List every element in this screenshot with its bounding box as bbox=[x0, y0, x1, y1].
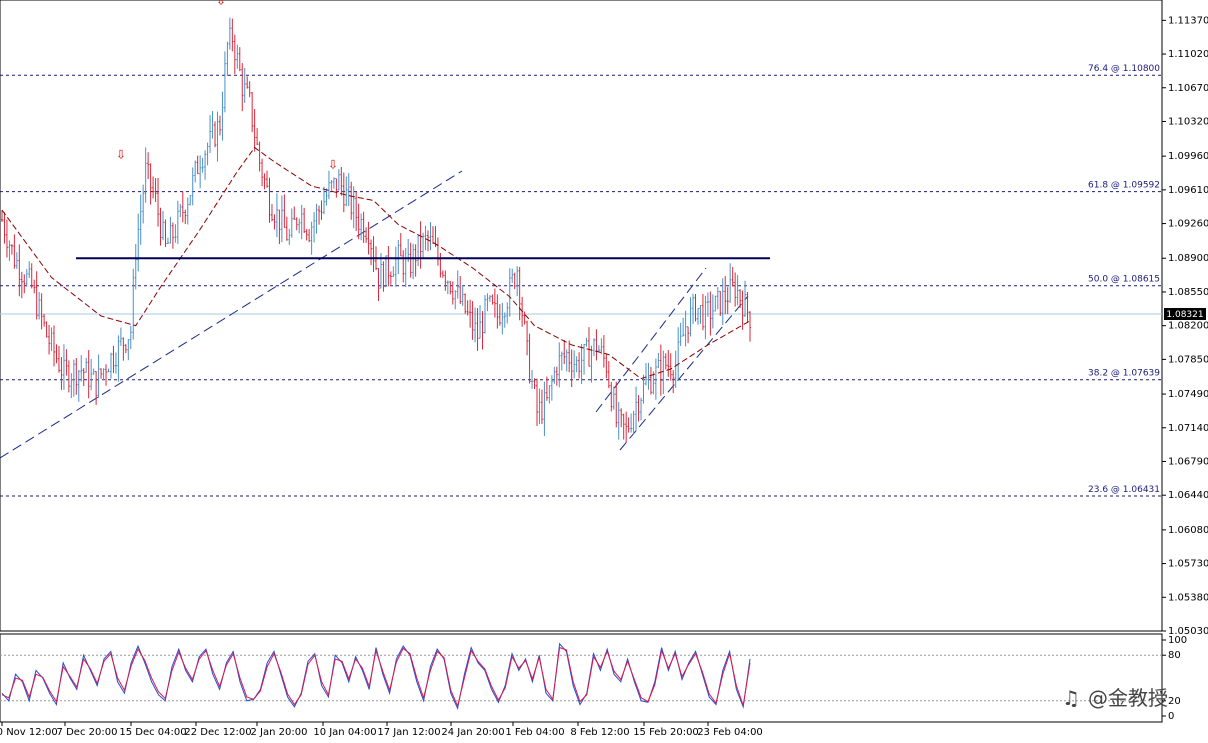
price-tick-label: 1.10320 bbox=[1168, 116, 1208, 127]
time-tick-label: 22 Dec 12:00 bbox=[184, 727, 251, 738]
price-tick-label: 1.08550 bbox=[1168, 287, 1208, 298]
oscillator-tick-label: 20 bbox=[1168, 696, 1181, 707]
price-tick-label: 1.09260 bbox=[1168, 219, 1208, 230]
price-tick-label: 1.08200 bbox=[1168, 321, 1208, 332]
down-arrow-icon: ⇩ bbox=[116, 148, 126, 162]
price-tick-label: 1.11370 bbox=[1168, 15, 1208, 26]
price-tick-label: 1.10670 bbox=[1168, 83, 1208, 94]
channel-upper-line bbox=[595, 267, 707, 413]
down-arrow-icon: ⇩ bbox=[216, 0, 226, 8]
oscillator-signal-line bbox=[1, 646, 751, 708]
price-tick-label: 1.09960 bbox=[1168, 151, 1208, 162]
price-tick-label: 1.11020 bbox=[1168, 49, 1208, 60]
price-tick-label: 1.07850 bbox=[1168, 354, 1208, 365]
watermark-text: @金教授 bbox=[1088, 686, 1168, 710]
current-price-box: 1.08321 bbox=[1164, 308, 1206, 321]
trend-lines bbox=[0, 170, 749, 459]
oscillator-tick-label: 100 bbox=[1168, 635, 1187, 646]
fib-level-label: 50.0 @ 1.08615 bbox=[1088, 275, 1160, 285]
time-tick-label: 17 Jan 12:00 bbox=[377, 727, 440, 738]
fib-level-label: 76.4 @ 1.10800 bbox=[1088, 64, 1160, 74]
fib-level-label: 23.6 @ 1.06431 bbox=[1088, 485, 1160, 495]
time-tick-label: 15 Feb 20:00 bbox=[633, 727, 699, 738]
time-tick-label: 7 Dec 20:00 bbox=[57, 727, 118, 738]
price-tick-label: 1.06080 bbox=[1168, 525, 1208, 536]
price-tick-label: 1.07140 bbox=[1168, 423, 1208, 434]
time-tick-label: 24 Jan 20:00 bbox=[441, 727, 504, 738]
time-tick-label: 8 Feb 12:00 bbox=[570, 727, 629, 738]
price-tick-label: 1.09610 bbox=[1168, 185, 1208, 196]
candles bbox=[1, 17, 751, 443]
price-tick-label: 1.08900 bbox=[1168, 253, 1208, 264]
oscillator-axis: 100 80 20 0 bbox=[1162, 635, 1187, 722]
time-tick-label: 23 Feb 04:00 bbox=[697, 727, 763, 738]
fib-level-label: 61.8 @ 1.09592 bbox=[1088, 181, 1160, 191]
down-arrow-icon: ⇩ bbox=[328, 157, 338, 171]
watermark: ♫ @金教授 bbox=[1062, 686, 1168, 710]
time-tick-label: 2 Jan 20:00 bbox=[251, 727, 308, 738]
channel-lower-line bbox=[619, 295, 749, 451]
moving-average-line bbox=[1, 146, 751, 380]
main-plot-frame bbox=[0, 0, 1163, 632]
main-panel: 76.4 @ 1.10800 61.8 @ 1.09592 50.0 @ 1.086… bbox=[0, 0, 1163, 632]
price-axis: 1.11370 1.11020 1.10670 1.10320 1.09960 1.096… bbox=[1162, 15, 1208, 637]
fib-level-label: 38.2 @ 1.07639 bbox=[1088, 369, 1160, 379]
fib-levels: 76.4 @ 1.10800 61.8 @ 1.09592 50.0 @ 1.086… bbox=[0, 64, 1162, 497]
price-tick-label: 1.05030 bbox=[1168, 626, 1208, 637]
time-tick-label: 10 Jan 04:00 bbox=[313, 727, 376, 738]
price-tick-label: 1.06440 bbox=[1168, 490, 1208, 501]
watermark-logo-icon: ♫ bbox=[1062, 686, 1080, 710]
price-tick-label: 1.05730 bbox=[1168, 559, 1208, 570]
trendline-support bbox=[0, 170, 463, 459]
time-tick-label: 15 Dec 04:00 bbox=[119, 727, 186, 738]
high-markers: ⇩ ⇩ ⇩ bbox=[116, 0, 338, 171]
time-tick-label: 30 Nov 12:00 bbox=[0, 727, 58, 738]
oscillator-panel bbox=[0, 633, 1163, 723]
time-tick-label: 1 Feb 04:00 bbox=[505, 727, 564, 738]
price-tick-label: 1.07490 bbox=[1168, 389, 1208, 400]
oscillator-frame bbox=[0, 633, 1163, 723]
oscillator-tick-label: 80 bbox=[1168, 650, 1181, 661]
oscillator-tick-label: 0 bbox=[1168, 711, 1174, 722]
current-price-label: 1.08321 bbox=[1166, 310, 1203, 320]
price-tick-label: 1.06790 bbox=[1168, 456, 1208, 467]
price-tick-label: 1.05380 bbox=[1168, 592, 1208, 603]
